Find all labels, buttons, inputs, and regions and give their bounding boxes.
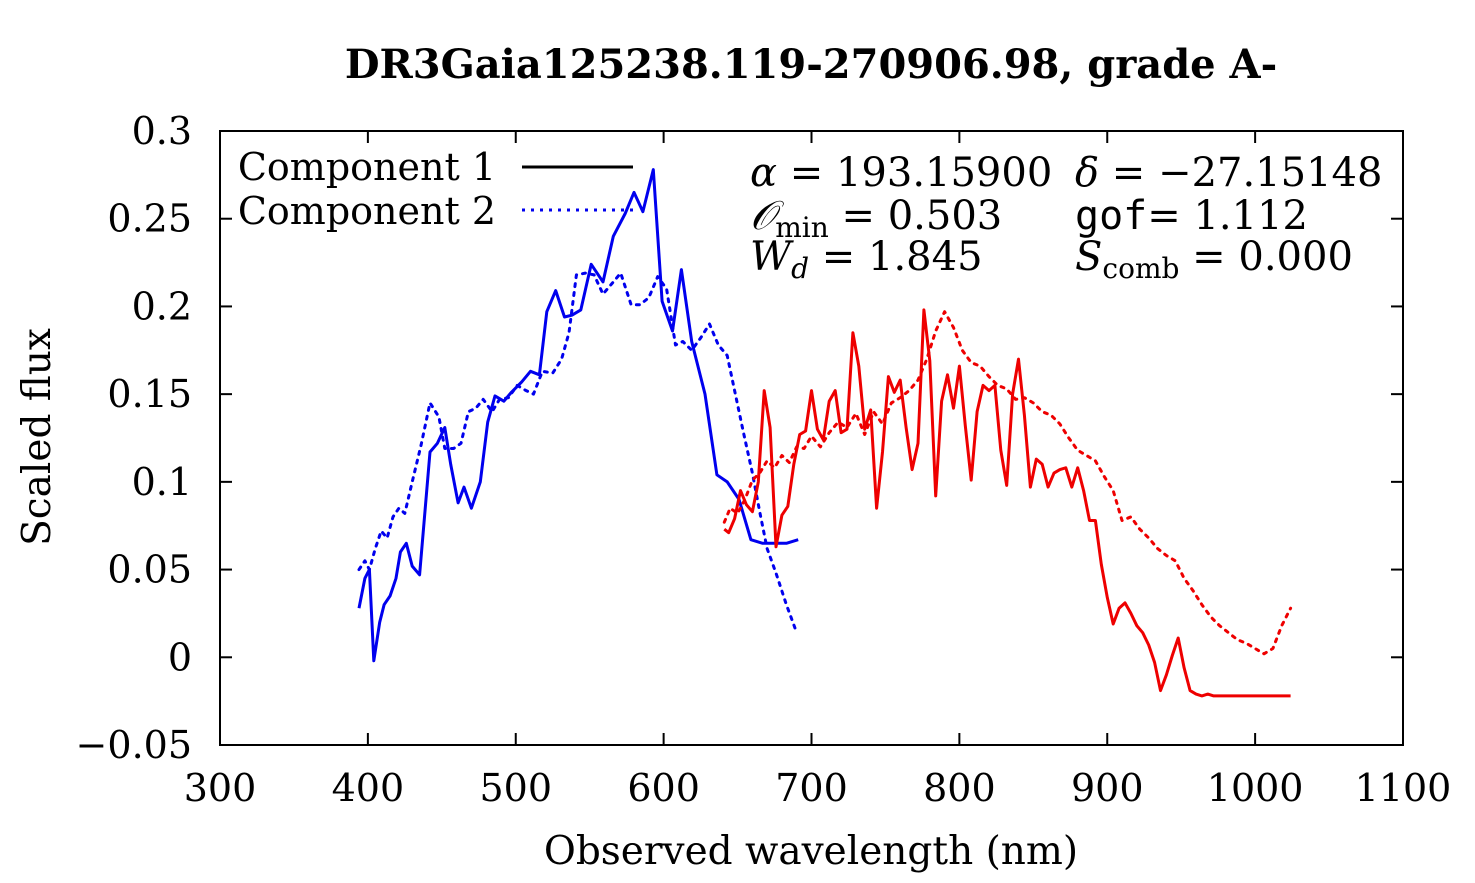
x-tick-label: 800 xyxy=(923,766,996,810)
y-axis: −0.05 0 0.05 0.1 0.15 0.2 0.25 0.3 xyxy=(76,109,1403,767)
y-tick-label: 0.3 xyxy=(132,109,192,153)
annotation-wd: Wd = 1.845 xyxy=(750,234,983,285)
y-tick-label: 0.05 xyxy=(107,548,192,592)
x-axis: 300 400 500 600 700 800 900 1000 1100 xyxy=(184,131,1452,810)
series-group xyxy=(357,168,1293,698)
annotation-block: α = 193.15900 δ = −27.15148 𝒪min = 0.503… xyxy=(750,150,1382,285)
series-line-component-2-red xyxy=(722,310,1293,656)
series-line-component-2-blue xyxy=(357,271,799,635)
chart-title: DR3Gaia125238.119-270906.98, grade A- xyxy=(345,41,1277,88)
x-tick-label: 600 xyxy=(627,766,700,810)
y-tick-label: 0.1 xyxy=(132,460,192,504)
annotation-scomb: Scomb = 0.000 xyxy=(1075,234,1353,285)
series-line-component-1-blue xyxy=(357,168,799,663)
legend-label-component-1: Component 1 xyxy=(238,145,496,189)
y-tick-label: 0 xyxy=(168,635,192,679)
y-tick-label: −0.05 xyxy=(76,723,192,767)
x-tick-label: 400 xyxy=(332,766,405,810)
y-tick-label: 0.25 xyxy=(107,197,192,241)
legend-label-component-2: Component 2 xyxy=(238,189,496,233)
series-line-component-1-red xyxy=(723,308,1291,698)
annotation-gof: gof= 1.112 xyxy=(1075,193,1308,239)
x-tick-label: 700 xyxy=(775,766,848,810)
x-tick-label: 300 xyxy=(184,766,257,810)
x-tick-label: 1100 xyxy=(1355,766,1452,810)
annotation-alpha: α = 193.15900 xyxy=(750,150,1052,196)
annotation-omin: 𝒪min = 0.503 xyxy=(750,193,1002,244)
y-tick-label: 0.2 xyxy=(132,284,192,328)
x-tick-label: 500 xyxy=(479,766,552,810)
x-axis-label: Observed wavelength (nm) xyxy=(544,829,1078,874)
annotation-delta: δ = −27.15148 xyxy=(1075,150,1382,196)
x-tick-label: 1000 xyxy=(1207,766,1304,810)
legend: Component 1 Component 2 xyxy=(238,145,633,233)
y-tick-label: 0.15 xyxy=(107,372,192,416)
y-axis-label: Scaled flux xyxy=(15,328,60,546)
x-tick-label: 900 xyxy=(1071,766,1144,810)
